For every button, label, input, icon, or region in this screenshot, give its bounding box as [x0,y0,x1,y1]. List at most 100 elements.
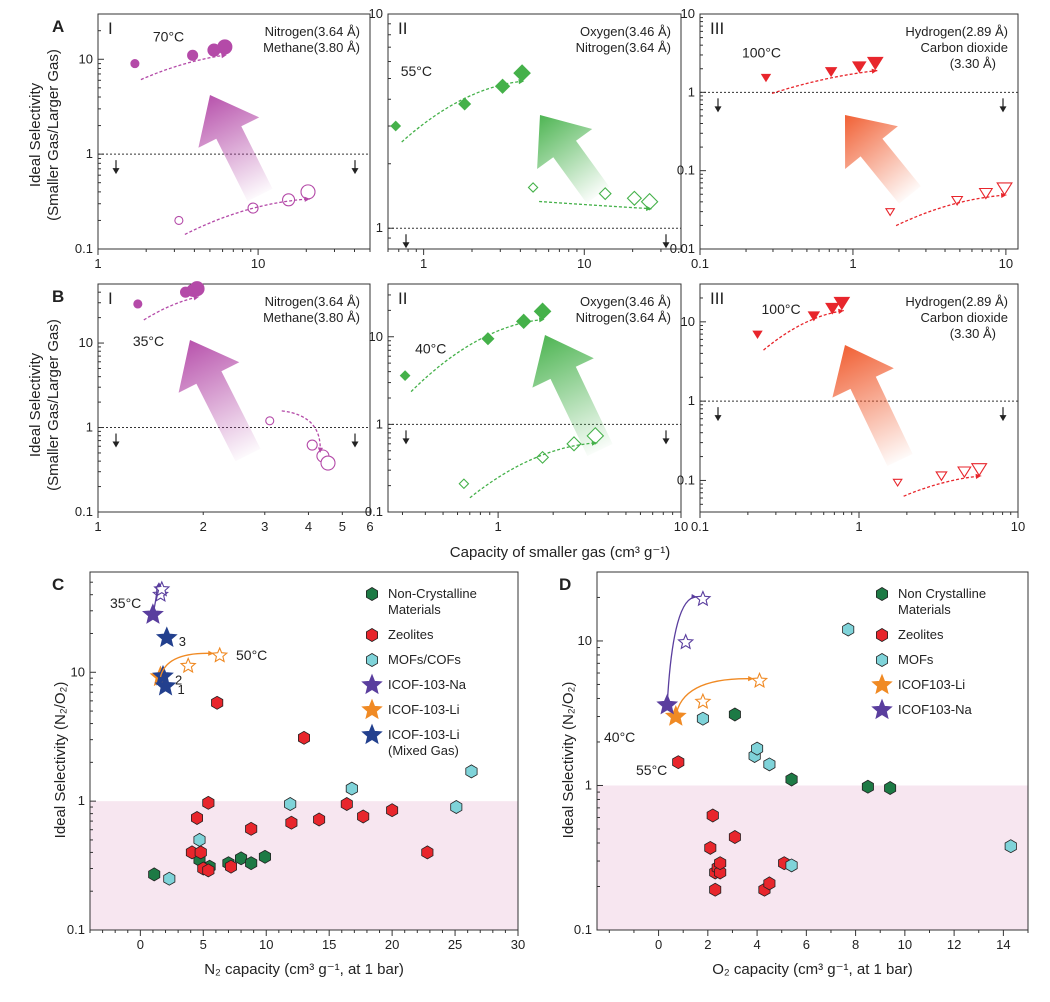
data-point [861,779,874,794]
x-tick-label: 0 [137,937,144,952]
y-tick-label: 1 [688,84,695,99]
data-point [694,692,712,709]
trend-arrow [401,80,525,143]
y-tick-label: 1 [86,420,93,435]
data-point [194,845,207,860]
data-point [704,840,717,855]
data-point [807,311,821,322]
x-tick-label: 0.1 [691,256,709,271]
trend-arrow [771,69,878,95]
data-point [224,859,238,874]
data-point [866,56,884,71]
y-tick-label: 1 [376,220,383,235]
y-tick-label: 0.1 [365,504,383,519]
mixed-gas-point-label: 1 [178,682,185,697]
plot-frame [596,571,1029,931]
x-tick-label: 15 [322,937,336,952]
data-point [536,450,550,464]
legend-label: ICOF-103-Na [388,677,467,692]
data-point [677,633,695,650]
legend-label: (Mixed Gas) [388,743,459,758]
plot-frame [97,283,371,513]
legend-label: MOFs/COFs [388,652,461,667]
x-tick-label: 14 [996,937,1010,952]
y-tick-label: 0.01 [670,241,695,256]
data-point [728,707,741,722]
panel-letter: B [52,287,64,306]
y-tick-label: 0.1 [677,472,695,487]
temperature-curve-head [691,593,697,600]
x-tick-label: 1 [849,256,856,271]
panel-roman-numeral: II [398,289,407,308]
y-tick-label: 0.1 [75,504,93,519]
x-tick-label: 0 [655,937,662,952]
x-tick-label: 6 [803,937,810,952]
y-tick-label: 1 [688,393,695,408]
down-arrow-head [112,441,120,448]
legend-label: Materials [898,602,951,617]
legend-label: Zeolites [898,627,944,642]
legend-label: ICOF-103-Li [388,727,460,742]
data-point [884,208,896,217]
data-point [174,215,184,225]
data-point [851,61,867,74]
trend-arrowhead [591,440,598,446]
selectivity-trend-arrow [198,95,273,202]
data-point [300,184,316,200]
data-point [996,182,1013,196]
legend-label: ICOF-103-Li [388,702,460,717]
temperature-label: 35°C [133,333,164,349]
data-point [386,803,399,818]
gas-label: Nitrogen(3.64 Å) [576,310,671,325]
data-point [421,845,434,860]
y-tick-label: 10 [681,6,695,21]
data-point [640,192,659,211]
trend-arrow [903,475,982,497]
data-point [154,674,177,696]
down-arrow-head [112,168,120,175]
mixed-gas-point-label: 3 [179,634,186,649]
plot-frame [699,13,1019,250]
data-point [751,671,769,689]
x-tick-label: 12 [947,937,961,952]
data-point [211,646,229,663]
panel-roman-numeral: III [710,289,724,308]
trend-arrow [539,200,652,210]
temperature-curve [675,678,754,717]
x-tick-label: 4 [753,937,760,952]
data-point [202,795,215,810]
trend-arrow [143,296,200,321]
legend-marker [365,628,379,642]
down-arrow-head [402,242,410,249]
data-point [763,876,776,891]
panel-roman-numeral: II [398,19,407,38]
x-tick-label: 10 [577,256,591,271]
data-point [247,202,259,214]
y-tick-label: 10 [79,51,93,66]
data-point [345,781,358,796]
x-tick-label: 10 [259,937,273,952]
data-point [842,622,855,637]
data-point [193,832,206,847]
data-point [217,39,233,55]
data-point [1004,839,1017,854]
selectivity-trend-arrow [178,340,261,462]
trend-arrowhead [518,79,525,85]
y-tick-label: 1 [585,777,592,792]
data-point [189,281,205,297]
data-point [626,190,643,206]
trend-arrow [410,318,545,393]
data-point [458,97,472,111]
c-ylabel: Ideal Selectivity (N₂/O₂) [52,682,69,839]
data-point [282,193,296,207]
big-arrow-group [832,345,913,466]
down-arrow-head [714,106,722,113]
trend-arrowhead [538,317,545,323]
big-arrow-group [178,340,261,462]
gas-label: Carbon dioxide [921,310,1008,325]
data-point [284,797,297,811]
x-tick-label: 2 [704,937,711,952]
temperature-curve [152,586,158,615]
